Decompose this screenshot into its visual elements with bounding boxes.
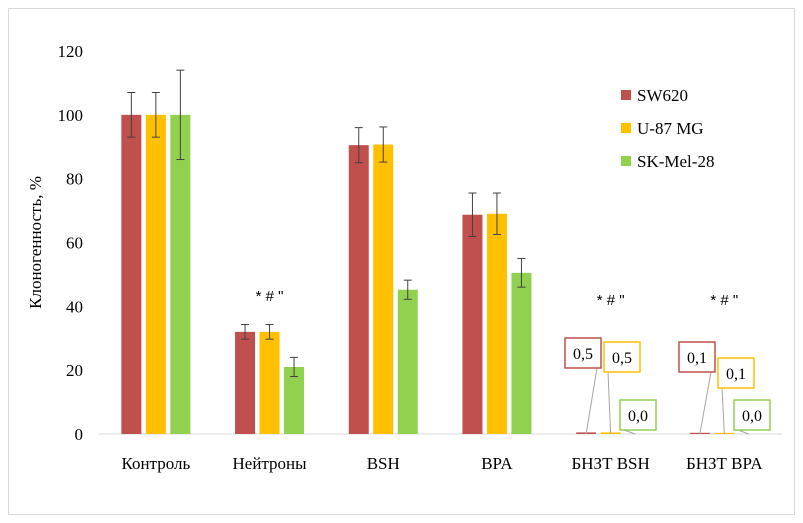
bar-chart: 0 20 40 60 80 100 120 Клоногенность, % Контроль Н… (26, 42, 782, 473)
category-label: БНЗТ BPA (686, 454, 763, 473)
legend-label: SK-Mel-28 (637, 152, 714, 171)
callout-leader (721, 387, 725, 435)
callout-box (717, 357, 755, 389)
bar (235, 331, 256, 434)
bar (462, 214, 483, 434)
significance-marker: * # " (256, 288, 284, 305)
bar (348, 145, 369, 434)
legend-swatch (621, 123, 631, 133)
bar (284, 366, 305, 434)
y-tick-label: 100 (58, 106, 84, 125)
callout-leader (585, 367, 598, 435)
category-label: Контроль (121, 454, 190, 473)
significance-marker: * # " (597, 292, 625, 309)
legend-label: U-87 MG (637, 119, 704, 138)
chart-frame: 0 20 40 60 80 100 120 Клоногенность, % Контроль Н… (8, 8, 795, 515)
category-label: Нейтроны (233, 454, 308, 473)
bar (121, 114, 142, 434)
bar (486, 213, 507, 434)
callout-label: 0,1 (726, 366, 746, 383)
callout-label: 0,5 (612, 350, 632, 367)
category-label: BSH (367, 454, 400, 473)
bar (373, 144, 394, 434)
callout-label: 0,0 (742, 408, 762, 425)
legend-swatch (621, 90, 631, 100)
y-tick-label: 80 (66, 170, 83, 189)
y-tick-label: 40 (66, 297, 83, 316)
callout-box (619, 399, 657, 431)
bar (511, 272, 532, 434)
callout-label: 0,0 (628, 408, 648, 425)
bar (170, 114, 191, 434)
callout-box (678, 341, 716, 373)
y-tick-label: 60 (66, 234, 83, 253)
callout-box (733, 399, 771, 431)
bar (145, 114, 166, 434)
legend-label: SW620 (637, 86, 688, 105)
bar (397, 289, 418, 434)
bar (259, 331, 280, 434)
category-label: БНЗТ BSH (572, 454, 650, 473)
callout-label: 0,5 (573, 346, 593, 363)
callout-box (603, 341, 641, 373)
legend-swatch (621, 156, 631, 166)
y-tick-label: 0 (75, 425, 84, 444)
y-tick-label: 120 (58, 42, 84, 61)
significance-marker: * # " (710, 292, 738, 309)
callout-box (564, 337, 602, 369)
category-label: BPA (481, 454, 513, 473)
callout-label: 0,1 (687, 350, 707, 367)
y-axis-title: Клоногенность, % (26, 176, 45, 309)
callout-leader (699, 371, 712, 435)
y-tick-label: 20 (66, 361, 83, 380)
callout-leader (607, 371, 612, 435)
